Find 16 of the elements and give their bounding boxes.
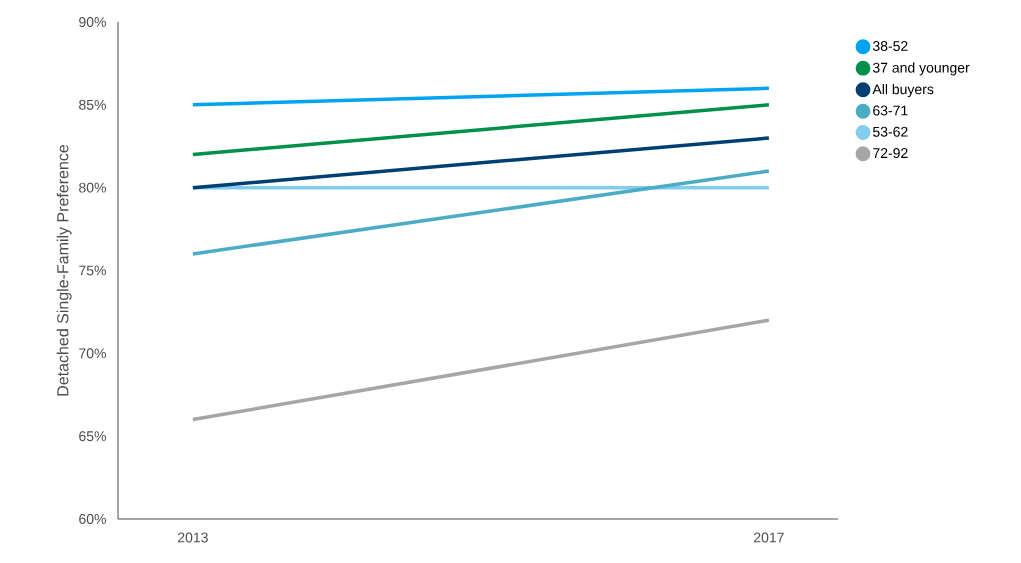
y-tick-label: 65%	[79, 431, 106, 442]
y-tick-label: 70%	[79, 348, 106, 359]
y-tick-label: 80%	[79, 182, 106, 193]
x-tick-label: 2017	[754, 532, 784, 543]
legend-label: All buyers	[872, 83, 934, 98]
legend-label: 53-62	[873, 126, 908, 137]
legend-label: 37 and younger	[872, 62, 970, 76]
y-axis-title: Detached Single-Family Preference	[56, 144, 72, 396]
legend-label: 72-92	[873, 148, 908, 159]
y-tick-label: 75%	[79, 265, 106, 276]
y-tick-label: 90%	[79, 17, 106, 27]
legend-label: 63-71	[873, 105, 908, 116]
x-tick-label: 2013	[178, 532, 208, 543]
y-tick-label: 85%	[79, 99, 106, 110]
y-tick-label: 60%	[79, 514, 106, 524]
legend-label: 38-52	[872, 41, 908, 52]
